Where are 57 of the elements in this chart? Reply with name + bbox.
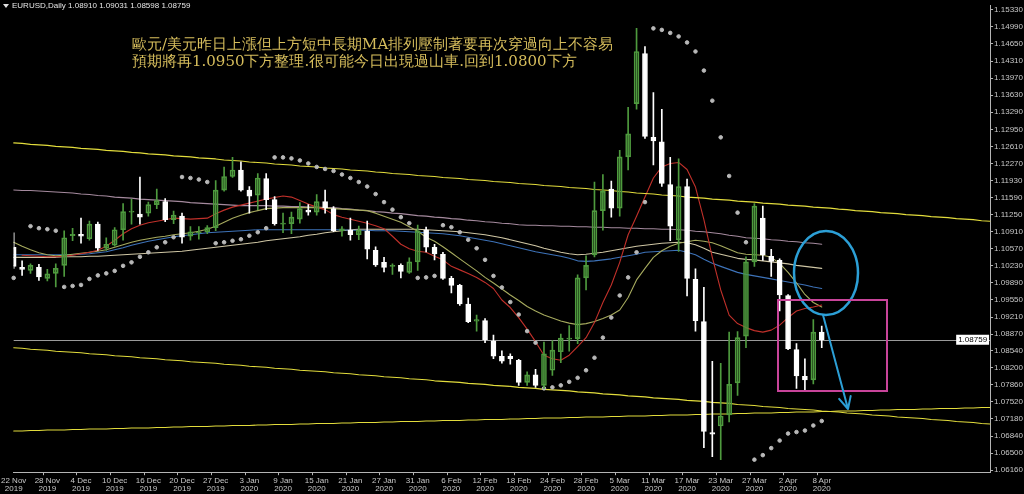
y-tick-label: 1.15330 bbox=[994, 5, 1024, 15]
x-tick-label: 18 Feb 2020 bbox=[506, 475, 532, 493]
x-tick-label: 11 Mar 2020 bbox=[641, 475, 666, 493]
x-tick-label: 16 Dec 2019 bbox=[135, 475, 162, 493]
y-tick-label: 1.13290 bbox=[994, 107, 1024, 117]
y-tick-label: 1.07520 bbox=[994, 397, 1024, 407]
y-tick-label: 1.08200 bbox=[994, 362, 1024, 372]
y-tick-label: 1.12270 bbox=[994, 158, 1024, 168]
x-tick-label: 20 Dec 2019 bbox=[169, 475, 195, 493]
y-tick-label: 1.10570 bbox=[994, 243, 1024, 253]
y-tick-label: 1.13970 bbox=[994, 73, 1024, 83]
y-tick-label: 1.12610 bbox=[994, 141, 1024, 151]
x-tick-label: 15 Jan 2020 bbox=[304, 475, 329, 493]
y-tick-label: 1.06840 bbox=[994, 431, 1024, 441]
y-tick-label: 1.08870 bbox=[994, 329, 1024, 339]
y-tick-label: 1.13630 bbox=[994, 90, 1024, 100]
x-tick-label: 28 Nov 2019 bbox=[34, 475, 61, 493]
ref-line-label: 1.08759 bbox=[958, 335, 988, 345]
y-tick-label: 1.10910 bbox=[994, 226, 1024, 236]
x-tick-label: 4 Dec 2019 bbox=[70, 475, 92, 493]
y-tick-label: 1.09890 bbox=[994, 278, 1024, 288]
y-tick-label: 1.14990 bbox=[994, 22, 1024, 32]
x-tick-label: 10 Dec 2019 bbox=[102, 475, 128, 493]
x-tick-label: 17 Mar 2020 bbox=[674, 475, 700, 493]
annotation: 預期將再1.0950下方整理.很可能今日出現過山車.回到1.0800下方 bbox=[132, 52, 578, 70]
y-tick-label: 1.07180 bbox=[994, 414, 1024, 424]
x-tick-label: 3 Jan 2020 bbox=[239, 475, 260, 493]
x-tick-label: 27 Mar 2020 bbox=[741, 475, 768, 493]
x-tick-label: 9 Jan 2020 bbox=[273, 475, 293, 493]
y-tick-label: 1.06500 bbox=[994, 448, 1024, 458]
x-tick-label: 31 Jan 2020 bbox=[405, 475, 430, 493]
x-tick-label: 21 Jan 2020 bbox=[338, 475, 363, 493]
x-tick-label: 12 Feb 2020 bbox=[472, 475, 499, 493]
y-tick-label: 1.08540 bbox=[994, 345, 1024, 355]
y-tick-label: 1.12950 bbox=[994, 124, 1024, 134]
x-tick-label: 27 Jan 2020 bbox=[372, 475, 397, 493]
x-tick-label: 2 Apr 2020 bbox=[778, 475, 798, 493]
y-tick-label: 1.14310 bbox=[994, 56, 1024, 66]
x-tick-label: 23 Mar 2020 bbox=[708, 475, 734, 493]
y-tick-label: 1.11930 bbox=[994, 175, 1023, 185]
annotation: 歐元/美元昨日上漲但上方短中長期MA排列壓制著要再次穿過向上不容易 bbox=[132, 35, 614, 53]
x-tick-label: 27 Dec 2019 bbox=[203, 475, 229, 493]
x-tick-label: 28 Feb 2020 bbox=[573, 475, 600, 493]
y-tick-label: 1.11250 bbox=[994, 209, 1023, 219]
x-tick-label: 6 Feb 2020 bbox=[441, 475, 463, 493]
y-tick-label: 1.09210 bbox=[994, 312, 1024, 322]
x-tick-label: 5 Mar 2020 bbox=[609, 475, 631, 493]
chart-title: EURUSD,Daily 1.08910 1.09031 1.08598 1.08759 bbox=[12, 1, 191, 11]
x-tick-label: 24 Feb 2020 bbox=[539, 475, 566, 493]
y-tick-label: 1.09550 bbox=[994, 295, 1024, 305]
y-tick-label: 1.14650 bbox=[994, 39, 1024, 49]
y-tick-label: 1.11590 bbox=[994, 192, 1023, 202]
y-tick-label: 1.07860 bbox=[994, 380, 1024, 390]
x-tick-label: 8 Apr 2020 bbox=[812, 475, 832, 493]
y-tick-label: 1.10230 bbox=[994, 261, 1024, 271]
x-tick-label: 22 Nov 2019 bbox=[0, 475, 27, 493]
y-tick-label: 1.06160 bbox=[994, 465, 1024, 475]
